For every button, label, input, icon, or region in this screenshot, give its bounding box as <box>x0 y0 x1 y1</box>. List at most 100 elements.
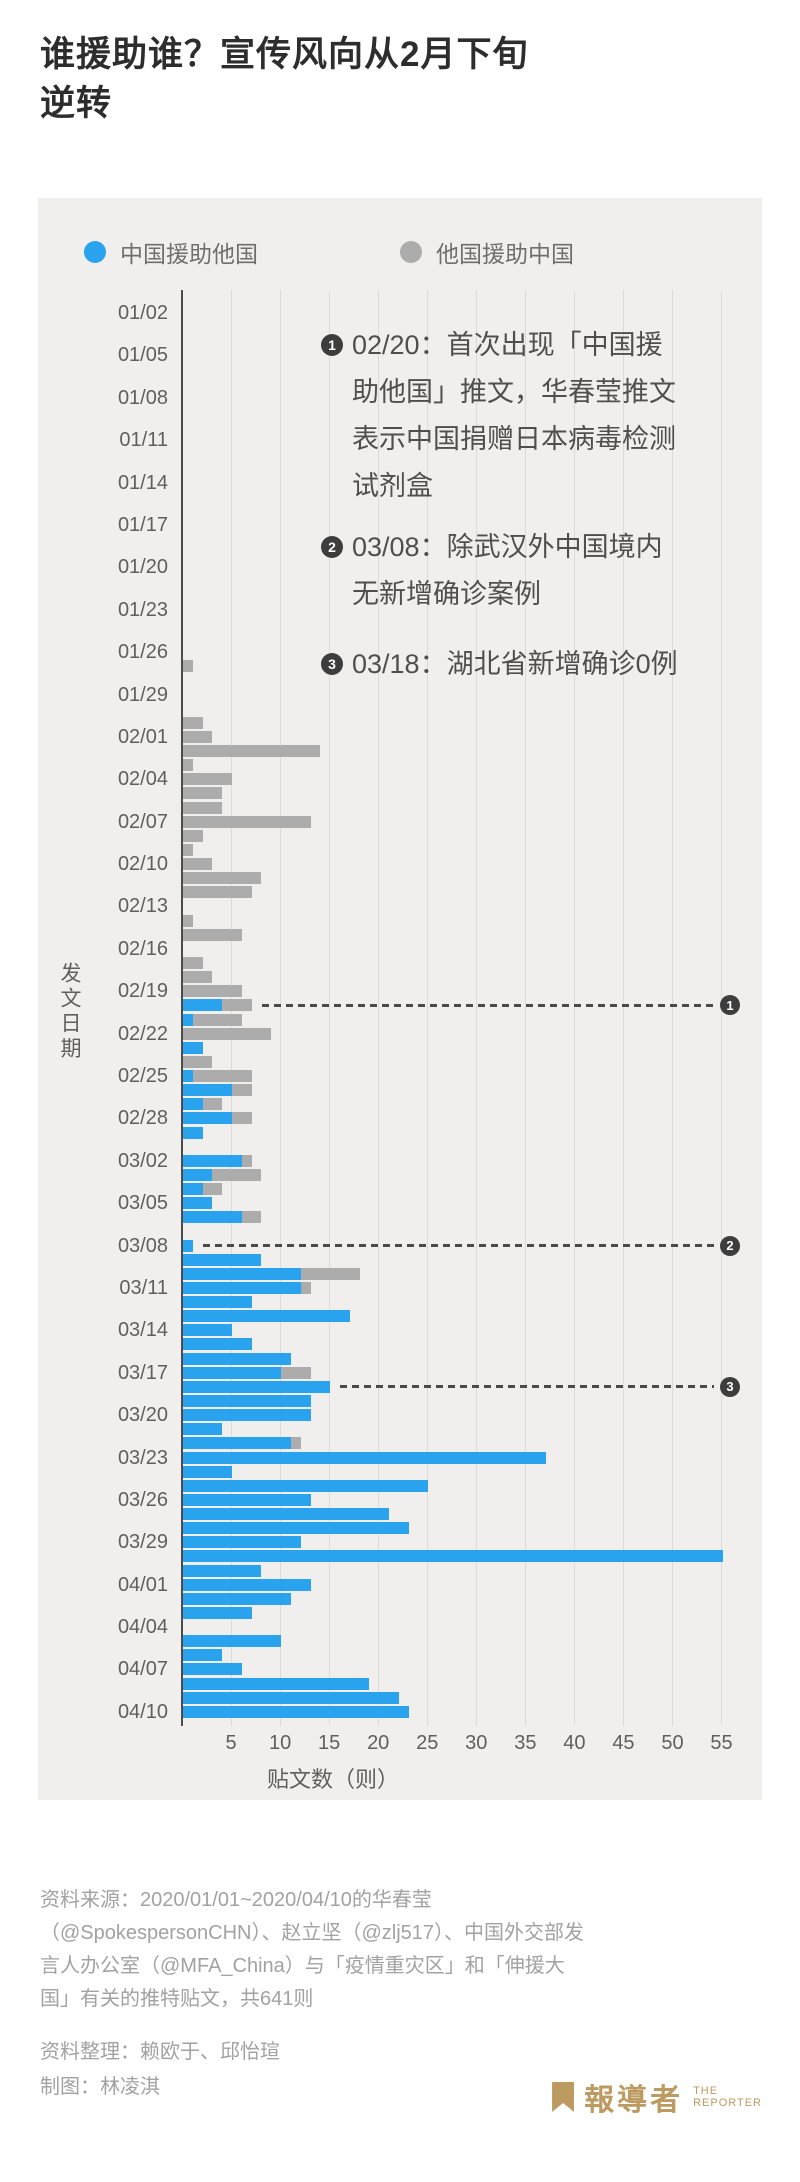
china-aid-bar <box>183 1691 399 1704</box>
legend-dot-blue <box>84 241 106 263</box>
date-tick-label: 02/07 <box>117 810 168 833</box>
china-aid-bar <box>183 1197 213 1210</box>
date-tick-label: 02/19 <box>117 980 168 1003</box>
foreign-aid-bar <box>281 1366 311 1379</box>
annotation-number-badge: 2 <box>720 1235 740 1256</box>
foreign-aid-bar <box>183 829 203 842</box>
credit-data: 资料整理：赖欧于、邱怡瑄 <box>40 2041 280 2063</box>
foreign-aid-bar <box>183 886 252 899</box>
annotation-dash-line <box>202 1244 714 1248</box>
date-tick-label: 02/16 <box>117 937 168 960</box>
date-tick-label: 03/29 <box>117 1531 168 1554</box>
x-axis-tick-label: 55 <box>710 1732 733 1754</box>
annotation-note-line: 试剂盒 <box>352 471 433 501</box>
gridline <box>672 290 673 1726</box>
date-tick-label: 02/04 <box>117 768 168 791</box>
date-tick-label: 03/05 <box>117 1192 168 1215</box>
foreign-aid-bar <box>290 1437 301 1450</box>
legend-label: 他国援助中国 <box>436 241 574 267</box>
annotation-number-badge: 3 <box>720 1376 740 1397</box>
china-aid-bar <box>183 1649 223 1662</box>
china-aid-bar <box>183 1635 282 1648</box>
date-tick-label: 02/10 <box>117 853 168 876</box>
the-reporter-logo: 報導者 THE REPORTER <box>552 2075 762 2119</box>
china-aid-bar <box>183 1409 311 1422</box>
foreign-aid-bar <box>202 1183 223 1196</box>
date-tick-label: 02/13 <box>117 895 168 918</box>
legend-item-others-aid: 他国援助中国 <box>400 235 574 269</box>
gridline <box>573 290 575 1726</box>
gridline <box>475 290 477 1726</box>
gridline <box>328 290 330 1726</box>
china-aid-bar <box>183 1211 242 1224</box>
date-tick-label: 01/29 <box>117 683 168 706</box>
date-tick-label: 04/04 <box>117 1616 168 1639</box>
china-aid-bar <box>183 1168 213 1181</box>
china-aid-bar <box>183 1098 203 1111</box>
gridline <box>426 290 428 1726</box>
date-tick-label: 01/20 <box>117 556 168 579</box>
date-tick-label: 03/08 <box>117 1234 168 1257</box>
date-tick-label: 03/20 <box>117 1404 168 1427</box>
date-tick-label: 04/07 <box>117 1658 168 1681</box>
x-axis-tick-label: 40 <box>563 1732 586 1754</box>
foreign-aid-bar <box>183 1055 213 1068</box>
foreign-aid-bar <box>183 858 213 871</box>
annotation-note-line: 03/18：湖北省新增确诊0例 <box>352 649 678 679</box>
china-aid-bar <box>183 1296 252 1309</box>
annotation-note-line: 表示中国捐赠日本病毒检测 <box>352 424 676 454</box>
legend-label: 中国援助他国 <box>120 241 258 267</box>
date-tick-label: 01/08 <box>117 386 168 409</box>
page-title-line1: 谁援助谁？宣传风向从2月下旬 <box>40 35 529 74</box>
date-tick-label: 03/02 <box>117 1149 168 1172</box>
china-aid-bar <box>183 1550 723 1563</box>
china-aid-bar <box>183 1493 311 1506</box>
foreign-aid-bar <box>241 1154 252 1167</box>
x-axis-tick-label: 10 <box>268 1732 292 1754</box>
date-tick-label: 01/23 <box>117 598 168 621</box>
china-aid-bar <box>183 1395 311 1407</box>
china-aid-bar <box>183 1281 301 1294</box>
china-aid-bar <box>183 1013 193 1026</box>
annotation-dash-line <box>340 1385 714 1389</box>
legend-dot-gray <box>400 241 422 263</box>
source-note-line: 言人办公室（@MFA_China）与「疫情重灾区」和「伸援大 <box>40 1955 565 1977</box>
date-tick-label: 02/25 <box>117 1065 168 1088</box>
china-aid-bar <box>183 1592 291 1605</box>
gridline <box>279 290 281 1726</box>
foreign-aid-bar <box>183 801 223 814</box>
china-aid-bar <box>183 1508 389 1521</box>
china-aid-bar <box>183 1154 242 1167</box>
foreign-aid-bar <box>183 660 193 673</box>
china-aid-bar <box>183 1380 331 1393</box>
china-aid-bar <box>183 1338 252 1351</box>
foreign-aid-bar <box>300 1267 360 1280</box>
x-axis-tick-label: 50 <box>661 1732 684 1754</box>
x-axis-tick-label: 15 <box>318 1732 341 1754</box>
y-axis-title: 发文日期 <box>58 962 81 1062</box>
x-axis-tick-label: 35 <box>514 1732 537 1754</box>
source-note-line: 资料来源：2020/01/01~2020/04/10的华春莹 <box>40 1889 432 1911</box>
china-aid-bar <box>183 1677 370 1690</box>
credit-chart: 制图：林凌淇 <box>40 2076 160 2098</box>
annotation-note-number-badge: 2 <box>321 536 343 558</box>
date-tick-label: 03/23 <box>117 1446 168 1469</box>
foreign-aid-bar <box>183 787 223 800</box>
date-tick-label: 01/14 <box>117 471 168 494</box>
china-aid-bar <box>183 1267 301 1280</box>
china-aid-bar <box>183 999 223 1012</box>
annotation-note-line: 助他国」推文，华春莹推文 <box>352 377 676 407</box>
date-tick-label: 02/28 <box>117 1107 168 1130</box>
x-axis-tick-label: 45 <box>612 1732 635 1754</box>
china-aid-bar <box>183 1352 291 1365</box>
china-aid-bar <box>183 1522 409 1535</box>
x-axis-title: 贴文数（则） <box>266 1767 399 1792</box>
china-aid-bar <box>183 1112 233 1125</box>
china-aid-bar <box>183 1366 282 1379</box>
china-aid-bar <box>183 1451 546 1464</box>
foreign-aid-bar <box>212 1168 262 1181</box>
logo-english-name: THE REPORTER <box>693 2085 762 2109</box>
china-aid-bar <box>183 1536 301 1549</box>
annotation-dash-line <box>261 1003 714 1007</box>
foreign-aid-bar <box>183 716 203 729</box>
